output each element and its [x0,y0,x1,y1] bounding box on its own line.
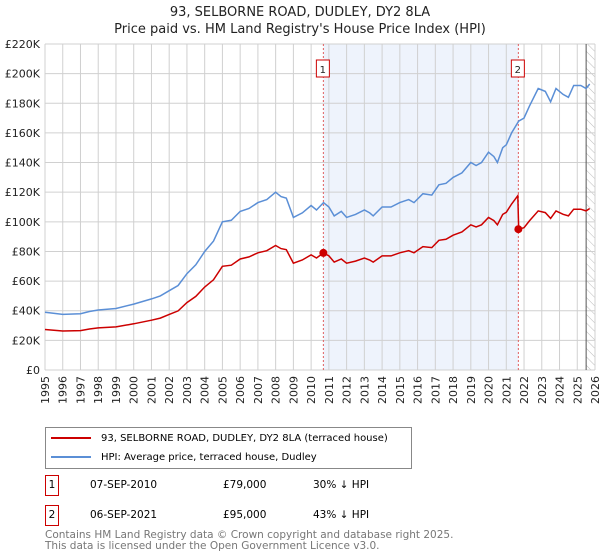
footer-line: This data is licensed under the Open Gov… [45,540,380,552]
y-tick-label: £40K [12,305,41,318]
title-line: 93, SELBORNE ROAD, DUDLEY, DY2 8LA [169,5,431,20]
x-tick-label: 2011 [323,376,336,404]
y-tick-label: £60K [12,275,41,288]
x-tick-label: 2001 [145,376,158,404]
x-tick-label: 2022 [518,376,531,404]
legend-label: 93, SELBORNE ROAD, DUDLEY, DY2 8LA (terr… [101,432,388,444]
x-tick-label: 2002 [163,376,176,404]
x-tick-label: 2013 [358,376,371,404]
forecast-hatch [586,44,595,370]
sale-hpi-diff: 30% ↓ HPI [313,479,370,491]
sale-date: 06-SEP-2021 [90,509,158,521]
x-tick-label: 2008 [270,376,283,404]
y-tick-label: £220K [5,38,41,51]
sale-marker-badge: 1 [45,475,59,496]
x-tick-label: 2025 [571,376,584,404]
shaded-region [323,44,519,370]
x-tick-label: 2018 [447,376,460,404]
x-tick-label: 1998 [92,376,105,404]
blue-line-swatch [51,456,91,458]
x-tick-label: 2024 [554,376,567,404]
y-tick-label: £100K [5,216,41,229]
sale-price: £79,000 [223,479,267,491]
x-tick-label: 1999 [110,376,123,404]
x-tick-label: 1995 [39,376,52,404]
y-tick-label: £200K [5,68,41,81]
red-line-swatch [51,437,91,439]
y-tick-label: £160K [5,127,41,140]
x-tick-label: 2016 [412,376,425,404]
x-tick-label: 2003 [181,376,194,404]
x-tick-label: 2010 [305,376,318,404]
y-tick-label: £80K [12,245,41,258]
x-tick-label: 2005 [216,376,229,404]
x-tick-label: 2007 [252,376,265,404]
sale-row: 1 07-SEP-2010 £79,000 30% ↓ HPI [45,475,445,496]
sale-marker-box [315,59,330,78]
chart-title: 93, SELBORNE ROAD, DUDLEY, DY2 8LA Price… [0,4,600,38]
series-line [44,83,591,316]
x-tick-label: 1997 [74,376,87,404]
y-tick-label: £20K [12,334,41,347]
sale-marker-box [510,59,525,78]
footer: Contains HM Land Registry data © Crown c… [45,530,453,552]
sale-point [514,225,523,234]
legend-item-property: 93, SELBORNE ROAD, DUDLEY, DY2 8LA (terr… [46,428,388,448]
price-chart: 1995 1996 1997 1998 1999 2000 2001 2002 2003 2004… [5,38,600,404]
x-tick-label: 2014 [376,376,389,404]
sale-point [319,248,328,257]
x-tick-label: 1996 [57,376,70,404]
x-tick-label: 2006 [234,376,247,404]
legend-label: HPI: Average price, terraced house, Dudl… [101,451,317,463]
y-tick-label: £120K [5,186,41,199]
x-tick-label: 2021 [500,376,513,404]
sale-marker-badge: 2 [45,505,59,526]
x-tick-label: 2009 [287,376,300,404]
sale-row: 2 06-SEP-2021 £95,000 43% ↓ HPI [45,505,445,526]
x-tick-label: 2015 [394,376,407,404]
subtitle-line: Price paid vs. HM Land Registry's House … [114,22,486,37]
footer-line: Contains HM Land Registry data © Crown c… [45,529,454,541]
sale-marker-label: 2 [515,65,521,76]
x-tick-label: 2020 [483,376,496,404]
y-tick-label: £0 [26,364,40,377]
y-tick-label: £140K [5,157,41,170]
sale-marker-label: 1 [320,65,326,76]
x-tick-label: 2026 [589,376,600,404]
legend-item-hpi: HPI: Average price, terraced house, Dudl… [46,447,317,467]
sale-price: £95,000 [223,509,267,521]
y-tick-label: £180K [5,97,41,110]
x-tick-label: 2019 [465,376,478,404]
x-tick-label: 2000 [128,376,141,404]
x-tick-label: 2023 [536,376,549,404]
x-tick-label: 2012 [341,376,354,404]
sale-hpi-diff: 43% ↓ HPI [313,509,370,521]
x-tick-label: 2004 [199,376,212,404]
sale-date: 07-SEP-2010 [90,479,158,491]
x-tick-label: 2017 [429,376,442,404]
legend: 93, SELBORNE ROAD, DUDLEY, DY2 8LA (terr… [45,427,412,469]
